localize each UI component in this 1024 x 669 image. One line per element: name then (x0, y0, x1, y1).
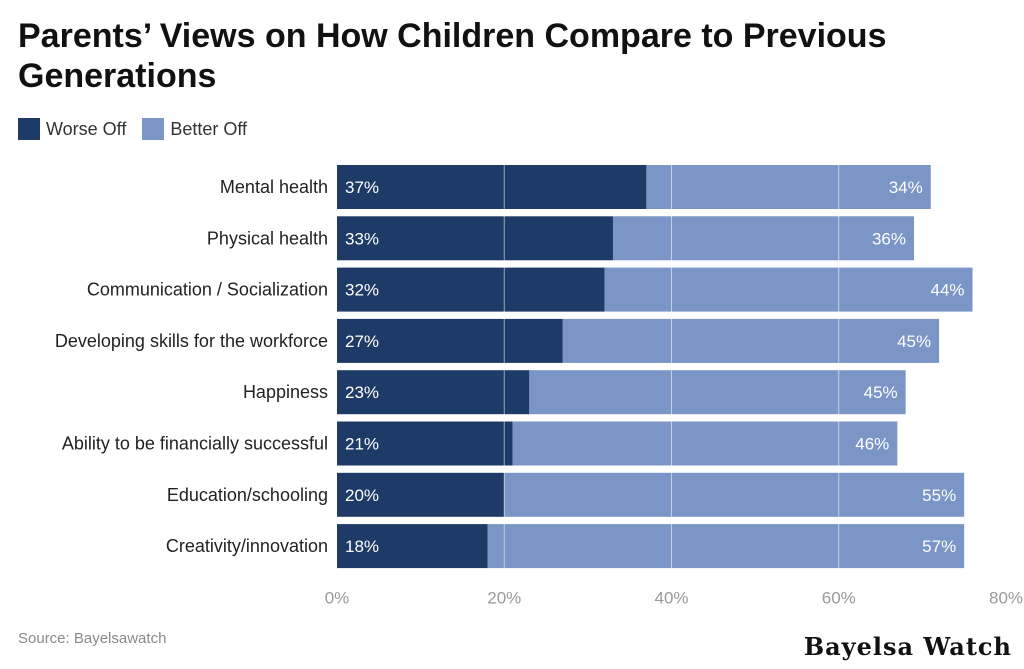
bar-better-off-communication-socialization (604, 267, 973, 312)
bar-better-off-creativity-innovation (487, 524, 965, 569)
bar-better-off-ability-to-be-financially-successful (512, 421, 898, 466)
bar-worse-off-education-schooling (337, 472, 505, 517)
data-label-better-off-communication-socialization: 44% (931, 281, 965, 300)
data-label-better-off-ability-to-be-financially-successful: 46% (855, 435, 889, 454)
data-label-better-off-physical-health: 36% (872, 229, 906, 248)
gridlines (503, 163, 1007, 576)
bar-worse-off-developing-skills-for-the-workforce (337, 318, 563, 363)
bar-worse-off-ability-to-be-financially-successful (337, 421, 513, 466)
x-tick-label: 0% (325, 588, 350, 607)
bar-better-off-mental-health (646, 165, 931, 209)
bar-better-off-happiness (529, 370, 906, 415)
bars (337, 165, 973, 569)
data-label-worse-off-mental-health: 37% (345, 178, 379, 197)
category-label: Creativity/innovation (166, 536, 328, 556)
data-label-better-off-creativity-innovation: 57% (922, 537, 956, 556)
legend-label-worse-off: Worse Off (46, 118, 127, 139)
data-label-worse-off-communication-socialization: 32% (345, 281, 379, 300)
x-tick-label: 80% (989, 588, 1023, 607)
bar-better-off-physical-health (612, 216, 915, 261)
data-label-worse-off-ability-to-be-financially-successful: 21% (345, 435, 379, 454)
data-label-better-off-happiness: 45% (864, 383, 898, 402)
bar-worse-off-communication-socialization (337, 267, 605, 312)
bar-worse-off-happiness (337, 370, 530, 415)
legend: Worse Off Better Off (18, 118, 247, 140)
legend-swatch-better-off (142, 118, 165, 140)
chart-title: Parents’ Views on How Children Compare t… (18, 17, 887, 95)
legend-item-worse-off: Worse Off (18, 118, 126, 140)
category-label: Education/schooling (167, 485, 328, 505)
data-label-better-off-mental-health: 34% (889, 178, 923, 197)
category-label: Communication / Socialization (87, 280, 328, 300)
data-label-worse-off-creativity-innovation: 18% (345, 537, 379, 556)
x-tick-label: 40% (654, 588, 688, 607)
bar-worse-off-creativity-innovation (337, 524, 488, 569)
data-label-worse-off-physical-health: 33% (345, 229, 379, 248)
bar-better-off-developing-skills-for-the-workforce (562, 318, 940, 363)
category-label: Physical health (207, 228, 328, 248)
bar-worse-off-mental-health (337, 165, 647, 209)
data-label-worse-off-happiness: 23% (345, 383, 379, 402)
source-note: Source: Bayelsawatch (18, 630, 167, 647)
brand-logo: Bayelsa Watch (803, 632, 1012, 661)
legend-label-better-off: Better Off (170, 118, 248, 139)
bar-worse-off-physical-health (337, 216, 613, 261)
data-label-worse-off-education-schooling: 20% (345, 486, 379, 505)
category-label: Mental health (220, 177, 328, 197)
bar-better-off-education-schooling (504, 472, 965, 517)
legend-swatch-worse-off (18, 118, 40, 140)
labels: 37% 34% Mental health 33% 36% Physical health… (55, 177, 1023, 607)
category-label: Developing skills for the workforce (55, 331, 328, 351)
data-label-better-off-education-schooling: 55% (922, 486, 956, 505)
category-label: Happiness (243, 382, 328, 402)
data-label-worse-off-developing-skills-for-the-workforce: 27% (345, 332, 379, 351)
x-tick-label: 60% (822, 588, 856, 607)
data-label-better-off-developing-skills-for-the-workforce: 45% (897, 332, 931, 351)
x-tick-label: 20% (487, 588, 521, 607)
category-label: Ability to be financially successful (62, 434, 328, 454)
legend-item-better-off: Better Off (142, 118, 247, 140)
